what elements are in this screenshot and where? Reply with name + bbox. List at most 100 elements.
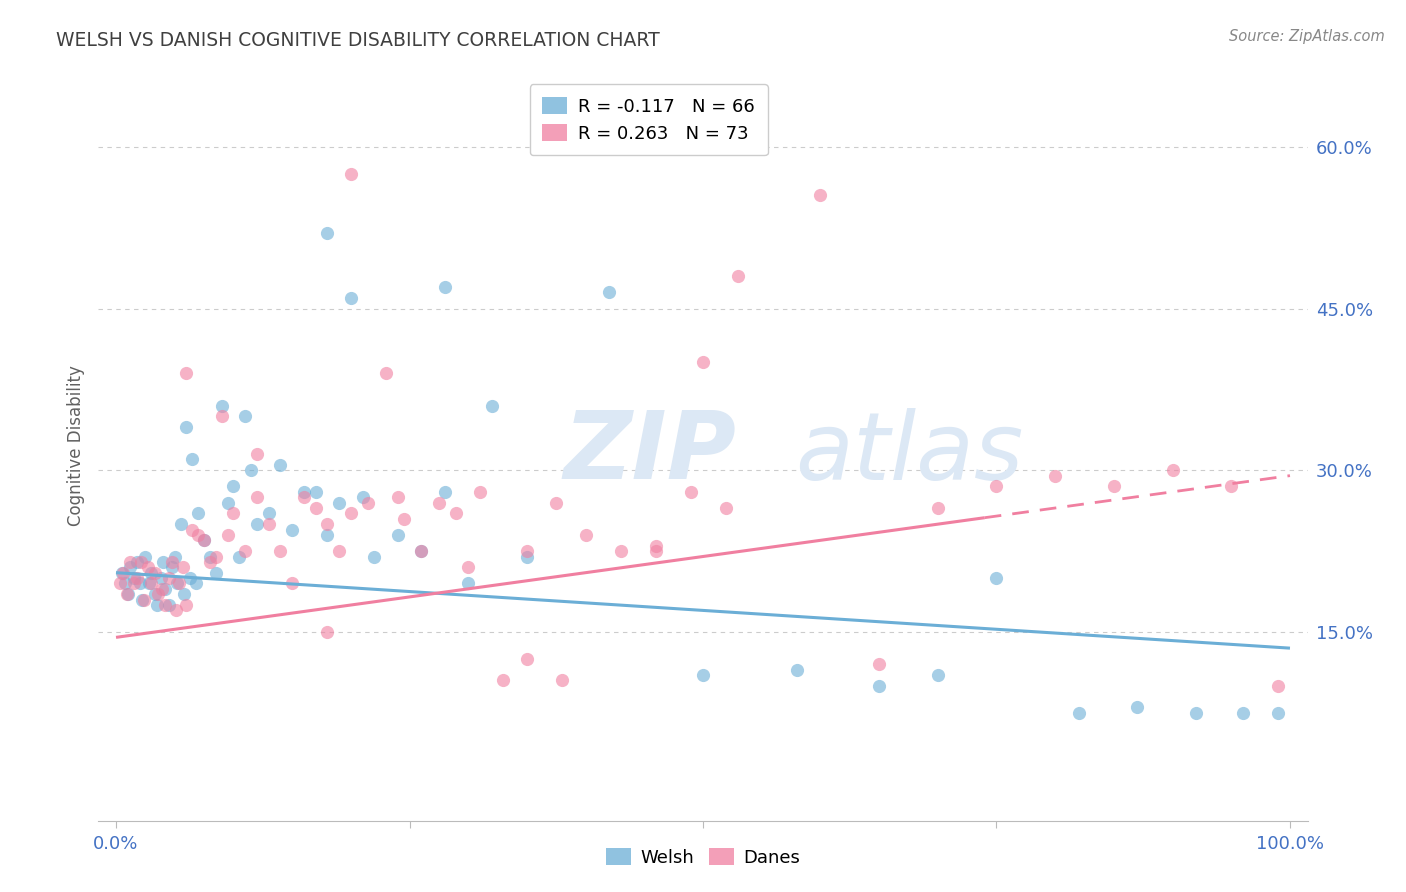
Point <box>211 409 233 424</box>
Point <box>457 576 479 591</box>
Point <box>316 226 339 240</box>
Point <box>645 544 668 558</box>
Point <box>136 560 159 574</box>
Point <box>176 598 198 612</box>
Point <box>1126 700 1149 714</box>
Point <box>233 409 256 424</box>
Point <box>927 500 949 515</box>
Point <box>446 507 468 521</box>
Point <box>120 560 142 574</box>
Point <box>292 490 315 504</box>
Legend: Welsh, Danes: Welsh, Danes <box>599 841 807 874</box>
Point <box>516 544 538 558</box>
Point <box>120 555 142 569</box>
Point <box>516 652 538 666</box>
Point <box>269 458 291 472</box>
Point <box>162 560 184 574</box>
Point <box>222 507 245 521</box>
Point <box>340 167 363 181</box>
Point <box>868 679 890 693</box>
Point <box>1267 706 1289 720</box>
Point <box>117 587 139 601</box>
Point <box>115 587 138 601</box>
Point <box>163 549 186 564</box>
Point <box>328 544 350 558</box>
Point <box>281 523 304 537</box>
Point <box>149 571 172 585</box>
Point <box>1267 679 1289 693</box>
Point <box>217 495 239 509</box>
Point <box>692 668 714 682</box>
Point <box>166 576 188 591</box>
Point <box>181 523 204 537</box>
Point <box>122 571 145 585</box>
Point <box>986 571 1008 585</box>
Point <box>575 528 598 542</box>
Point <box>457 560 479 574</box>
Point <box>233 544 256 558</box>
Point <box>155 598 177 612</box>
Point <box>808 188 831 202</box>
Point <box>211 399 233 413</box>
Point <box>127 555 149 569</box>
Point <box>481 399 503 413</box>
Point <box>269 544 291 558</box>
Point <box>387 528 409 542</box>
Point <box>692 355 714 369</box>
Point <box>316 517 339 532</box>
Point <box>427 495 450 509</box>
Point <box>204 549 226 564</box>
Text: atlas: atlas <box>794 408 1024 499</box>
Point <box>169 517 191 532</box>
Point <box>411 544 433 558</box>
Point <box>129 555 152 569</box>
Point <box>162 555 184 569</box>
Point <box>363 549 385 564</box>
Point <box>727 269 749 284</box>
Point <box>375 366 398 380</box>
Point <box>193 533 215 548</box>
Point <box>204 566 226 580</box>
Point <box>1043 468 1066 483</box>
Point <box>222 479 245 493</box>
Point <box>143 566 166 580</box>
Text: Source: ZipAtlas.com: Source: ZipAtlas.com <box>1229 29 1385 44</box>
Point <box>598 285 620 300</box>
Point <box>1161 463 1184 477</box>
Point <box>176 420 198 434</box>
Point <box>173 587 195 601</box>
Point <box>165 603 187 617</box>
Point <box>217 528 239 542</box>
Point <box>246 447 269 461</box>
Point <box>1220 479 1243 493</box>
Point <box>246 490 269 504</box>
Point <box>492 673 515 688</box>
Point <box>181 452 204 467</box>
Point <box>1232 706 1254 720</box>
Point <box>304 484 326 499</box>
Point <box>357 495 380 509</box>
Point <box>610 544 633 558</box>
Point <box>150 582 173 596</box>
Point <box>198 549 221 564</box>
Point <box>433 484 456 499</box>
Point <box>716 500 738 515</box>
Point <box>257 507 280 521</box>
Point <box>292 484 315 499</box>
Point <box>281 576 304 591</box>
Point <box>198 555 221 569</box>
Point <box>122 576 145 591</box>
Point <box>157 571 180 585</box>
Point <box>179 571 201 585</box>
Point <box>246 517 269 532</box>
Point <box>986 479 1008 493</box>
Point <box>143 587 166 601</box>
Point <box>114 576 136 591</box>
Point <box>127 571 149 585</box>
Point <box>187 528 209 542</box>
Point <box>340 507 363 521</box>
Point <box>1067 706 1090 720</box>
Legend: R = -0.117   N = 66, R = 0.263   N = 73: R = -0.117 N = 66, R = 0.263 N = 73 <box>530 84 768 155</box>
Point <box>128 576 150 591</box>
Point <box>112 566 135 580</box>
